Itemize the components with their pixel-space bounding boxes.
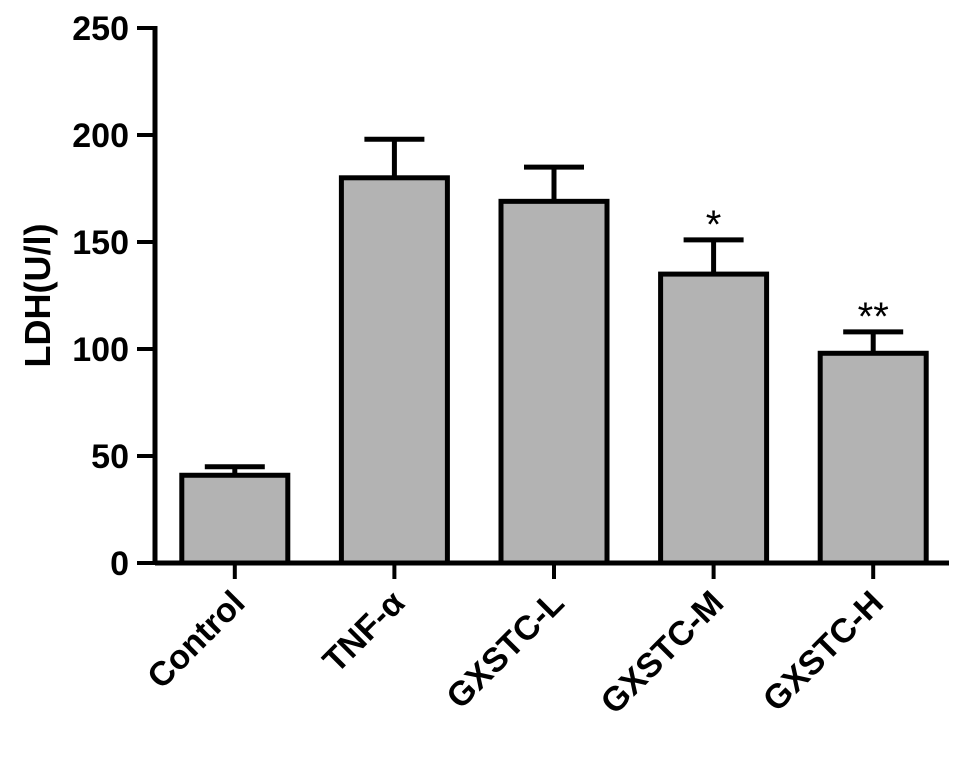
y-tick-label: 150 <box>72 224 129 262</box>
y-axis-title: LDH(U/l) <box>17 224 58 368</box>
x-axis-ticks <box>232 563 876 579</box>
bar <box>179 472 291 566</box>
x-category-label: GXSTC-L <box>439 584 571 716</box>
bar <box>498 198 610 566</box>
x-category-label: GXSTC-H <box>756 584 891 719</box>
bar <box>817 350 929 566</box>
x-category-label: GXSTC-M <box>594 584 732 722</box>
significance-labels: *** <box>706 203 889 339</box>
error-bars <box>204 136 904 476</box>
significance-marker: * <box>706 203 722 247</box>
bars <box>179 175 929 566</box>
y-tick-label: 100 <box>72 331 129 369</box>
x-category-label: Control <box>140 584 252 696</box>
significance-marker: ** <box>858 295 889 339</box>
y-tick-label: 50 <box>91 438 129 476</box>
y-tick-label: 0 <box>110 545 129 583</box>
x-category-label: TNF-α <box>316 584 412 680</box>
y-tick-label: 200 <box>72 117 129 155</box>
y-tick-label: 250 <box>72 10 129 48</box>
bar <box>658 271 770 566</box>
bar <box>338 175 450 566</box>
x-axis-category-labels: Control TNF-α GXSTC-L GXSTC-M GXSTC-H <box>140 584 891 722</box>
y-axis-ticks: 0 50 100 150 200 250 <box>72 10 155 583</box>
